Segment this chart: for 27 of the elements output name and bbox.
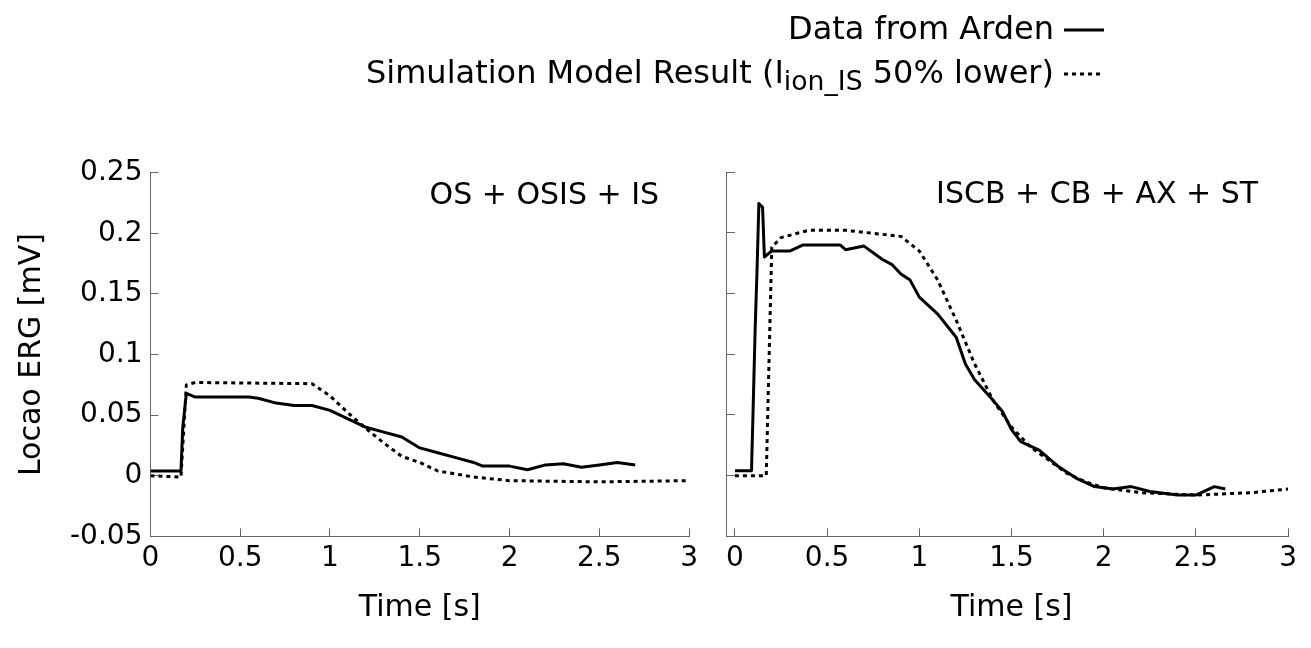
x-tick-label: 1.5 [397, 540, 443, 574]
y-tick-label: 0.05 [80, 396, 143, 430]
x-tick-label: 0.5 [217, 540, 263, 574]
x-tick-label: 3 [680, 540, 699, 574]
x-tick-label: 1 [910, 540, 929, 574]
legend-label: Data from Arden [788, 9, 1054, 47]
x-tick-label: 0.5 [804, 540, 850, 574]
chart-title: OS + OSIS + IS [429, 175, 660, 211]
x-tick-label: 2 [1094, 540, 1113, 574]
x-tick-label: 1.5 [989, 540, 1034, 574]
x-tick-label: 2.5 [577, 540, 622, 574]
x-axis-title: Time [s] [357, 587, 481, 623]
y-tick-label: 0.25 [80, 154, 143, 188]
chart-title: ISCB + CB + AX + ST [936, 174, 1259, 210]
y-tick-label: 0 [124, 457, 143, 491]
x-tick-label: 2 [500, 540, 519, 574]
y-tick-label: 0.2 [97, 214, 143, 248]
x-tick-label: 0 [725, 540, 744, 574]
y-tick-label: 0.15 [80, 275, 143, 309]
y-tick-label: 0.1 [97, 335, 143, 369]
x-axis-title: Time [s] [949, 587, 1073, 623]
x-tick-label: 3 [1279, 540, 1298, 574]
legend-label: Simulation Model Result (I$_{ion_IS}$ 50% lower) [365, 53, 1054, 97]
x-tick-label: 2.5 [1173, 540, 1219, 574]
y-tick-label: -0.05 [69, 517, 143, 551]
y-axis-title: Locao ERG [mV] [11, 233, 47, 477]
x-tick-label: 1 [321, 540, 339, 574]
